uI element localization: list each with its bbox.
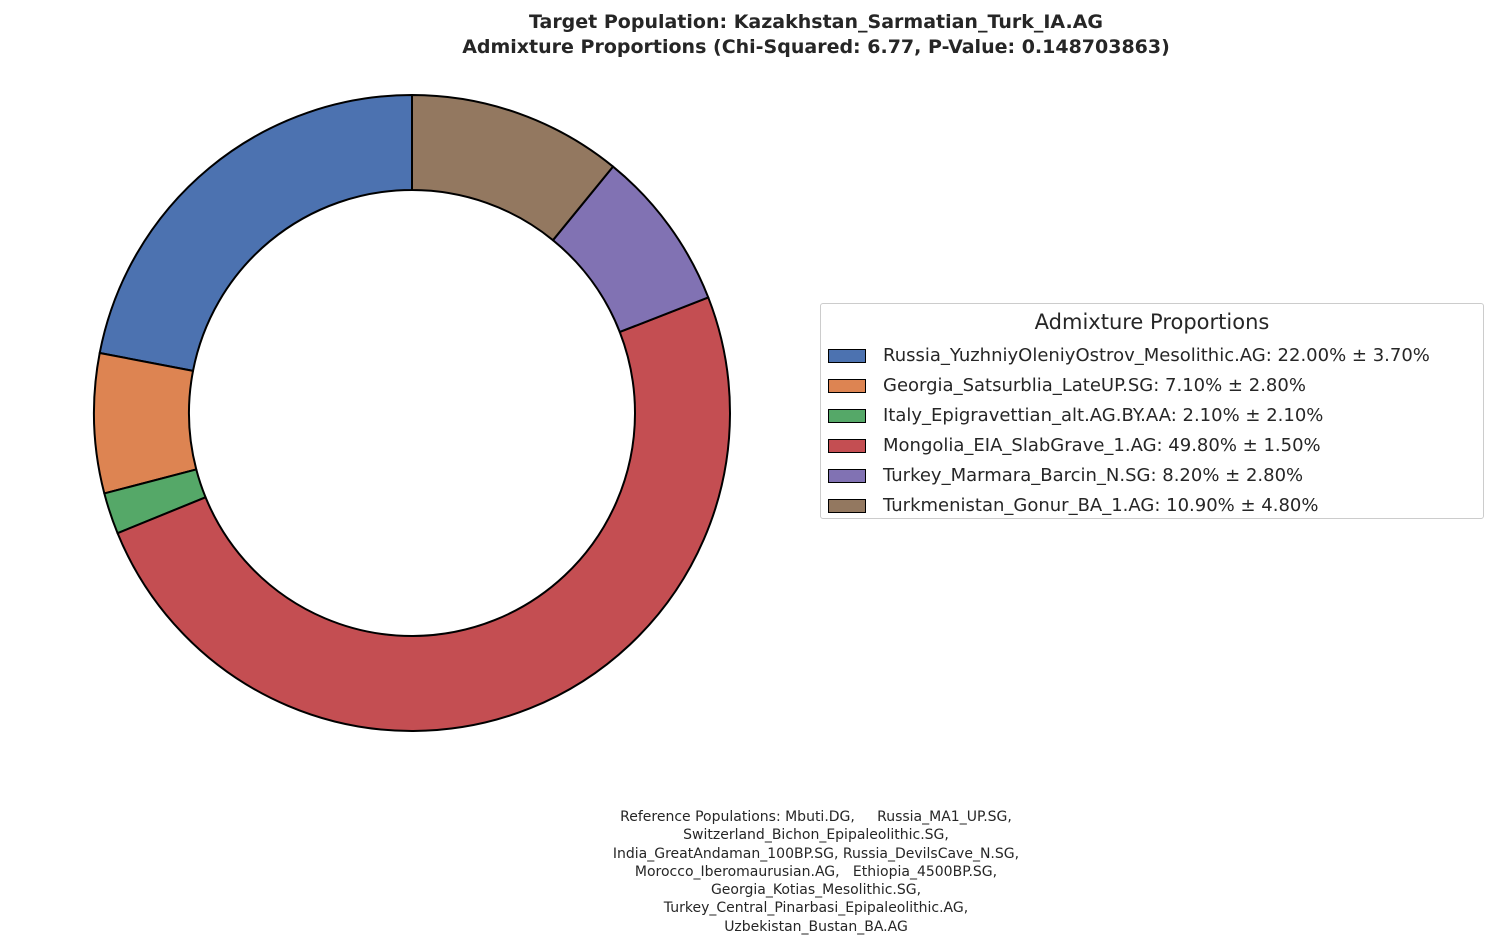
chart-title: Target Population: Kazakhstan_Sarmatian_… [0,10,1500,60]
legend-item-1: Georgia_Satsurblia_LateUP.SG: 7.10% ± 2.… [828,371,1430,401]
footnote-line-2: India_GreatAndaman_100BP.SG, Russia_Devi… [612,845,1020,862]
footnote-line-0: Reference Populations: Mbuti.DG, Russia_… [620,809,1012,825]
legend-swatch-2 [828,409,866,423]
legend-label-1: Georgia_Satsurblia_LateUP.SG: 7.10% ± 2.… [883,375,1306,396]
legend-label-3: Mongolia_EIA_SlabGrave_1.AG: 49.80% ± 1.… [883,435,1321,456]
legend-label-2: Italy_Epigravettian_alt.AG.BY.AA: 2.10% … [883,405,1324,426]
legend: Admixture Proportions Russia_YuzhniyOlen… [820,303,1484,519]
chart-title-line-1: Target Population: Kazakhstan_Sarmatian_… [528,11,1104,33]
legend-items: Russia_YuzhniyOleniyOstrov_Mesolithic.AG… [828,341,1430,521]
footnote-line-3: Morocco_Iberomaurusian.AG, Ethiopia_4500… [634,863,998,880]
legend-item-5: Turkmenistan_Gonur_BA_1.AG: 10.90% ± 4.8… [828,491,1430,521]
donut-slices [93,94,731,732]
footnote-line-1: Switzerland_Bichon_Epipaleolithic.SG, [683,827,949,844]
legend-item-2: Italy_Epigravettian_alt.AG.BY.AA: 2.10% … [828,401,1430,431]
legend-swatch-0 [828,349,866,363]
donut-slice-3 [116,296,731,732]
footnote-line-4: Georgia_Kotias_Mesolithic.SG, [710,882,922,899]
reference-populations-note: Reference Populations: Mbuti.DG, Russia_… [0,808,1500,936]
footnote-line-5: Turkey_Central_Pinarbasi_Epipaleolithic.… [663,900,969,917]
legend-title: Admixture Proportions [1034,310,1270,334]
legend-item-4: Turkey_Marmara_Barcin_N.SG: 8.20% ± 2.80… [828,461,1430,491]
donut-slice-5 [411,94,614,242]
legend-swatch-5 [828,499,866,513]
legend-swatch-1 [828,379,866,393]
legend-item-3: Mongolia_EIA_SlabGrave_1.AG: 49.80% ± 1.… [828,431,1430,461]
legend-item-0: Russia_YuzhniyOleniyOstrov_Mesolithic.AG… [828,341,1430,371]
donut-slice-1 [93,351,198,495]
legend-label-5: Turkmenistan_Gonur_BA_1.AG: 10.90% ± 4.8… [883,495,1319,516]
chart-title-line-2: Admixture Proportions (Chi-Squared: 6.77… [462,36,1170,58]
legend-swatch-3 [828,439,866,453]
legend-swatch-4 [828,469,866,483]
donut-slice-0 [98,94,413,372]
legend-label-0: Russia_YuzhniyOleniyOstrov_Mesolithic.AG… [883,345,1430,366]
footnote-line-6: Uzbekistan_Bustan_BA.AG [724,918,908,935]
legend-label-4: Turkey_Marmara_Barcin_N.SG: 8.20% ± 2.80… [883,465,1304,486]
